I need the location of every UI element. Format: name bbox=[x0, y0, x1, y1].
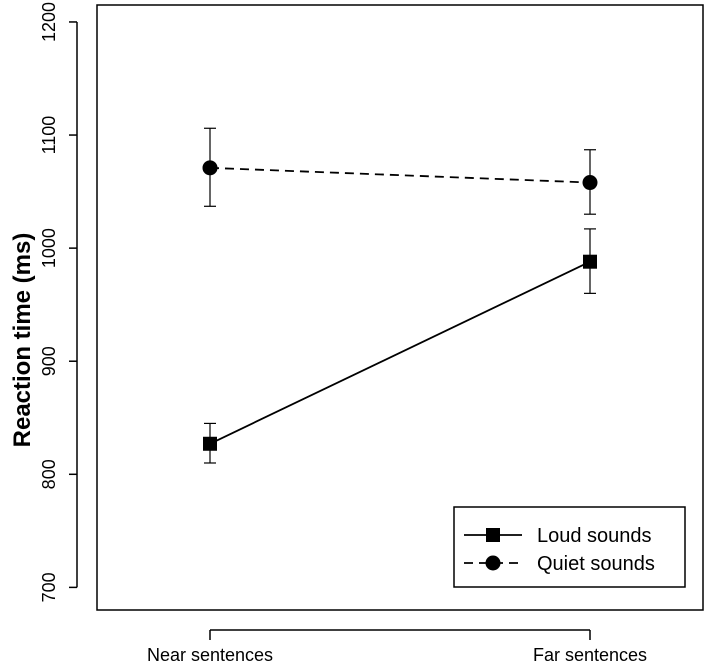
y-tick-label: 700 bbox=[39, 572, 59, 602]
data-point bbox=[583, 254, 597, 269]
data-point bbox=[202, 160, 218, 176]
legend-box bbox=[453, 506, 686, 588]
legend: Loud sounds Quiet sounds bbox=[453, 506, 686, 588]
legend-marker bbox=[485, 555, 501, 571]
y-axis: 700 800 900 1000 1100 1200 bbox=[39, 2, 78, 602]
series-1 bbox=[203, 228, 597, 464]
x-axis: Near sentences Far sentences bbox=[147, 629, 647, 665]
y-tick-label: 1200 bbox=[39, 2, 59, 42]
y-tick-label: 800 bbox=[39, 459, 59, 489]
plot-frame bbox=[96, 4, 704, 611]
data-point bbox=[203, 436, 217, 451]
y-tick-label: 1000 bbox=[39, 228, 59, 268]
series-line bbox=[209, 166, 591, 184]
y-tick-label: 900 bbox=[39, 346, 59, 376]
series-2 bbox=[202, 127, 598, 215]
series-line bbox=[209, 260, 591, 445]
y-tick-label: 1100 bbox=[39, 116, 59, 155]
legend-label: Quiet sounds bbox=[537, 553, 655, 575]
y-axis-title: Reaction time (ms) bbox=[9, 233, 36, 448]
data-point bbox=[582, 175, 598, 191]
legend-marker bbox=[486, 528, 500, 542]
legend-label: Loud sounds bbox=[537, 525, 652, 547]
x-tick-label: Far sentences bbox=[533, 645, 647, 665]
x-tick-label: Near sentences bbox=[147, 645, 273, 665]
series-layer bbox=[202, 127, 598, 464]
